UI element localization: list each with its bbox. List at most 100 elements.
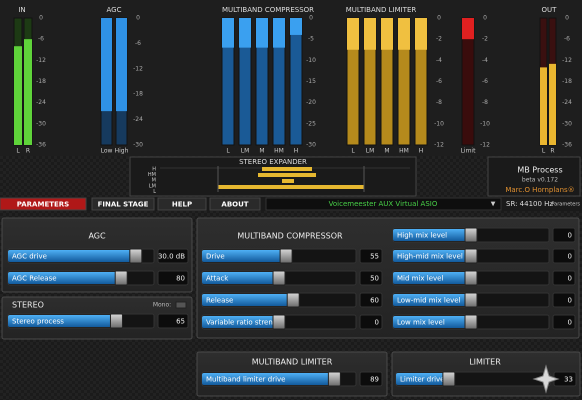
meter-tick-label: 0 — [309, 15, 313, 22]
meter-tick-label: -20 — [306, 99, 316, 106]
meter-level — [101, 18, 112, 112]
meter-label: IN — [18, 6, 25, 14]
meter-tick-label: -6 — [482, 78, 488, 85]
slider-knob[interactable] — [464, 292, 478, 308]
slider-knob[interactable] — [109, 313, 123, 329]
slider-label: High-mid mix level — [397, 253, 463, 261]
meter-level — [239, 18, 251, 48]
slider-knob[interactable] — [464, 227, 478, 243]
tab[interactable] — [91, 197, 155, 211]
meter-tick-label: -2 — [436, 36, 442, 43]
meter-tick-label: -18 — [133, 91, 143, 98]
slider-knob[interactable] — [442, 371, 456, 387]
mono-toggle[interactable] — [175, 301, 187, 309]
expander-band-label: HM — [148, 172, 156, 178]
meter-tick-label: -24 — [36, 99, 46, 106]
tab[interactable] — [209, 197, 261, 211]
meter-tick-label: -10 — [480, 120, 490, 127]
meter-tick-label: -6 — [135, 40, 141, 47]
meter-tick-label: -12 — [36, 57, 46, 64]
app-version: beta v0.172 — [522, 177, 558, 184]
meter-track — [289, 17, 303, 146]
slider-value: 30.0 dB — [158, 253, 185, 261]
meter-tick-label: -15 — [306, 78, 316, 85]
meter-tick-label: -36 — [562, 142, 572, 149]
value-box — [157, 313, 189, 329]
value-box — [359, 270, 383, 286]
expander-band-label: M — [152, 178, 156, 184]
meter-tick-label: -2 — [482, 36, 488, 43]
info-box — [487, 156, 581, 197]
slider-value: 0 — [568, 319, 572, 327]
meter-tick-label: -6 — [436, 78, 442, 85]
meter-channel-label: R — [26, 148, 30, 155]
meter-tick-label: 0 — [39, 15, 43, 22]
meter-level — [462, 18, 474, 40]
limiter-icon — [532, 364, 560, 394]
meter-tick-label: -12 — [133, 65, 143, 72]
slider-label: Limiter drive — [400, 376, 444, 384]
slider-label: Low mix level — [397, 319, 445, 327]
slider-knob[interactable] — [464, 248, 478, 264]
meter-level — [540, 67, 547, 145]
meter-tick-label: 0 — [437, 15, 441, 22]
meter-level — [222, 18, 234, 48]
tab-label: ABOUT — [221, 201, 248, 209]
slider-fill — [202, 316, 279, 328]
slider-knob[interactable] — [114, 270, 128, 286]
slider-value: 33 — [564, 376, 573, 384]
slider-knob[interactable] — [286, 292, 300, 308]
panel — [196, 217, 580, 339]
slider-value: 65 — [176, 318, 185, 326]
meter-tick-label: -4 — [482, 57, 488, 64]
slider-knob[interactable] — [272, 314, 286, 330]
meter-tick-label: -36 — [36, 142, 46, 149]
meter-tick-label: -12 — [434, 142, 444, 149]
slider-knob[interactable] — [129, 248, 143, 264]
slider-label: Variable ratio strength — [206, 319, 284, 327]
value-box — [359, 248, 383, 264]
meter-tick-label: -24 — [562, 99, 572, 106]
slider-knob[interactable] — [464, 270, 478, 286]
value-box — [157, 248, 189, 264]
meter-tick-label: -24 — [133, 116, 143, 123]
stereo-expander-title: STEREO EXPANDER — [239, 158, 307, 166]
meter-tick-label: 0 — [483, 15, 487, 22]
meter-tick-label: -12 — [562, 57, 572, 64]
tab[interactable] — [0, 197, 87, 211]
slider-value: 60 — [370, 297, 379, 305]
slider-knob[interactable] — [279, 248, 293, 264]
device-select[interactable] — [265, 197, 502, 211]
value-box — [552, 292, 576, 308]
meter-tick-label: -10 — [434, 120, 444, 127]
slider-fill — [396, 373, 449, 385]
slider-fill — [202, 294, 294, 306]
slider-fill — [8, 272, 122, 284]
app-author: Marc.O Hornplans® — [505, 186, 574, 194]
meter-tick-label: -18 — [562, 78, 572, 85]
slider-label: AGC Release — [12, 275, 57, 283]
slider-knob[interactable] — [272, 270, 286, 286]
slider-knob[interactable] — [464, 314, 478, 330]
dropdown-arrow: ▼ — [491, 201, 496, 208]
tab[interactable] — [157, 197, 207, 211]
slider-value: 80 — [176, 275, 185, 283]
stereo-expander-box — [129, 156, 417, 197]
value-box — [157, 270, 189, 286]
expander-bar — [262, 167, 312, 171]
meter-level — [14, 46, 22, 145]
meter-tick-label: -30 — [562, 120, 572, 127]
meter-level — [116, 18, 127, 112]
slider-knob[interactable] — [327, 371, 341, 387]
panel-title: LIMITER — [469, 358, 501, 367]
slider-fill — [202, 272, 279, 284]
value-box — [552, 270, 576, 286]
slider-fill — [393, 316, 471, 328]
slider-value: 0 — [568, 275, 572, 283]
meter-channel-label: High — [115, 148, 129, 155]
meter-tick-label: -30 — [306, 142, 316, 149]
slider-fill — [8, 315, 117, 327]
meter-channel-label: LM — [366, 148, 375, 155]
meter-channel-label: HM — [399, 148, 409, 155]
meter-label: MULTIBAND COMPRESSOR — [222, 6, 314, 14]
